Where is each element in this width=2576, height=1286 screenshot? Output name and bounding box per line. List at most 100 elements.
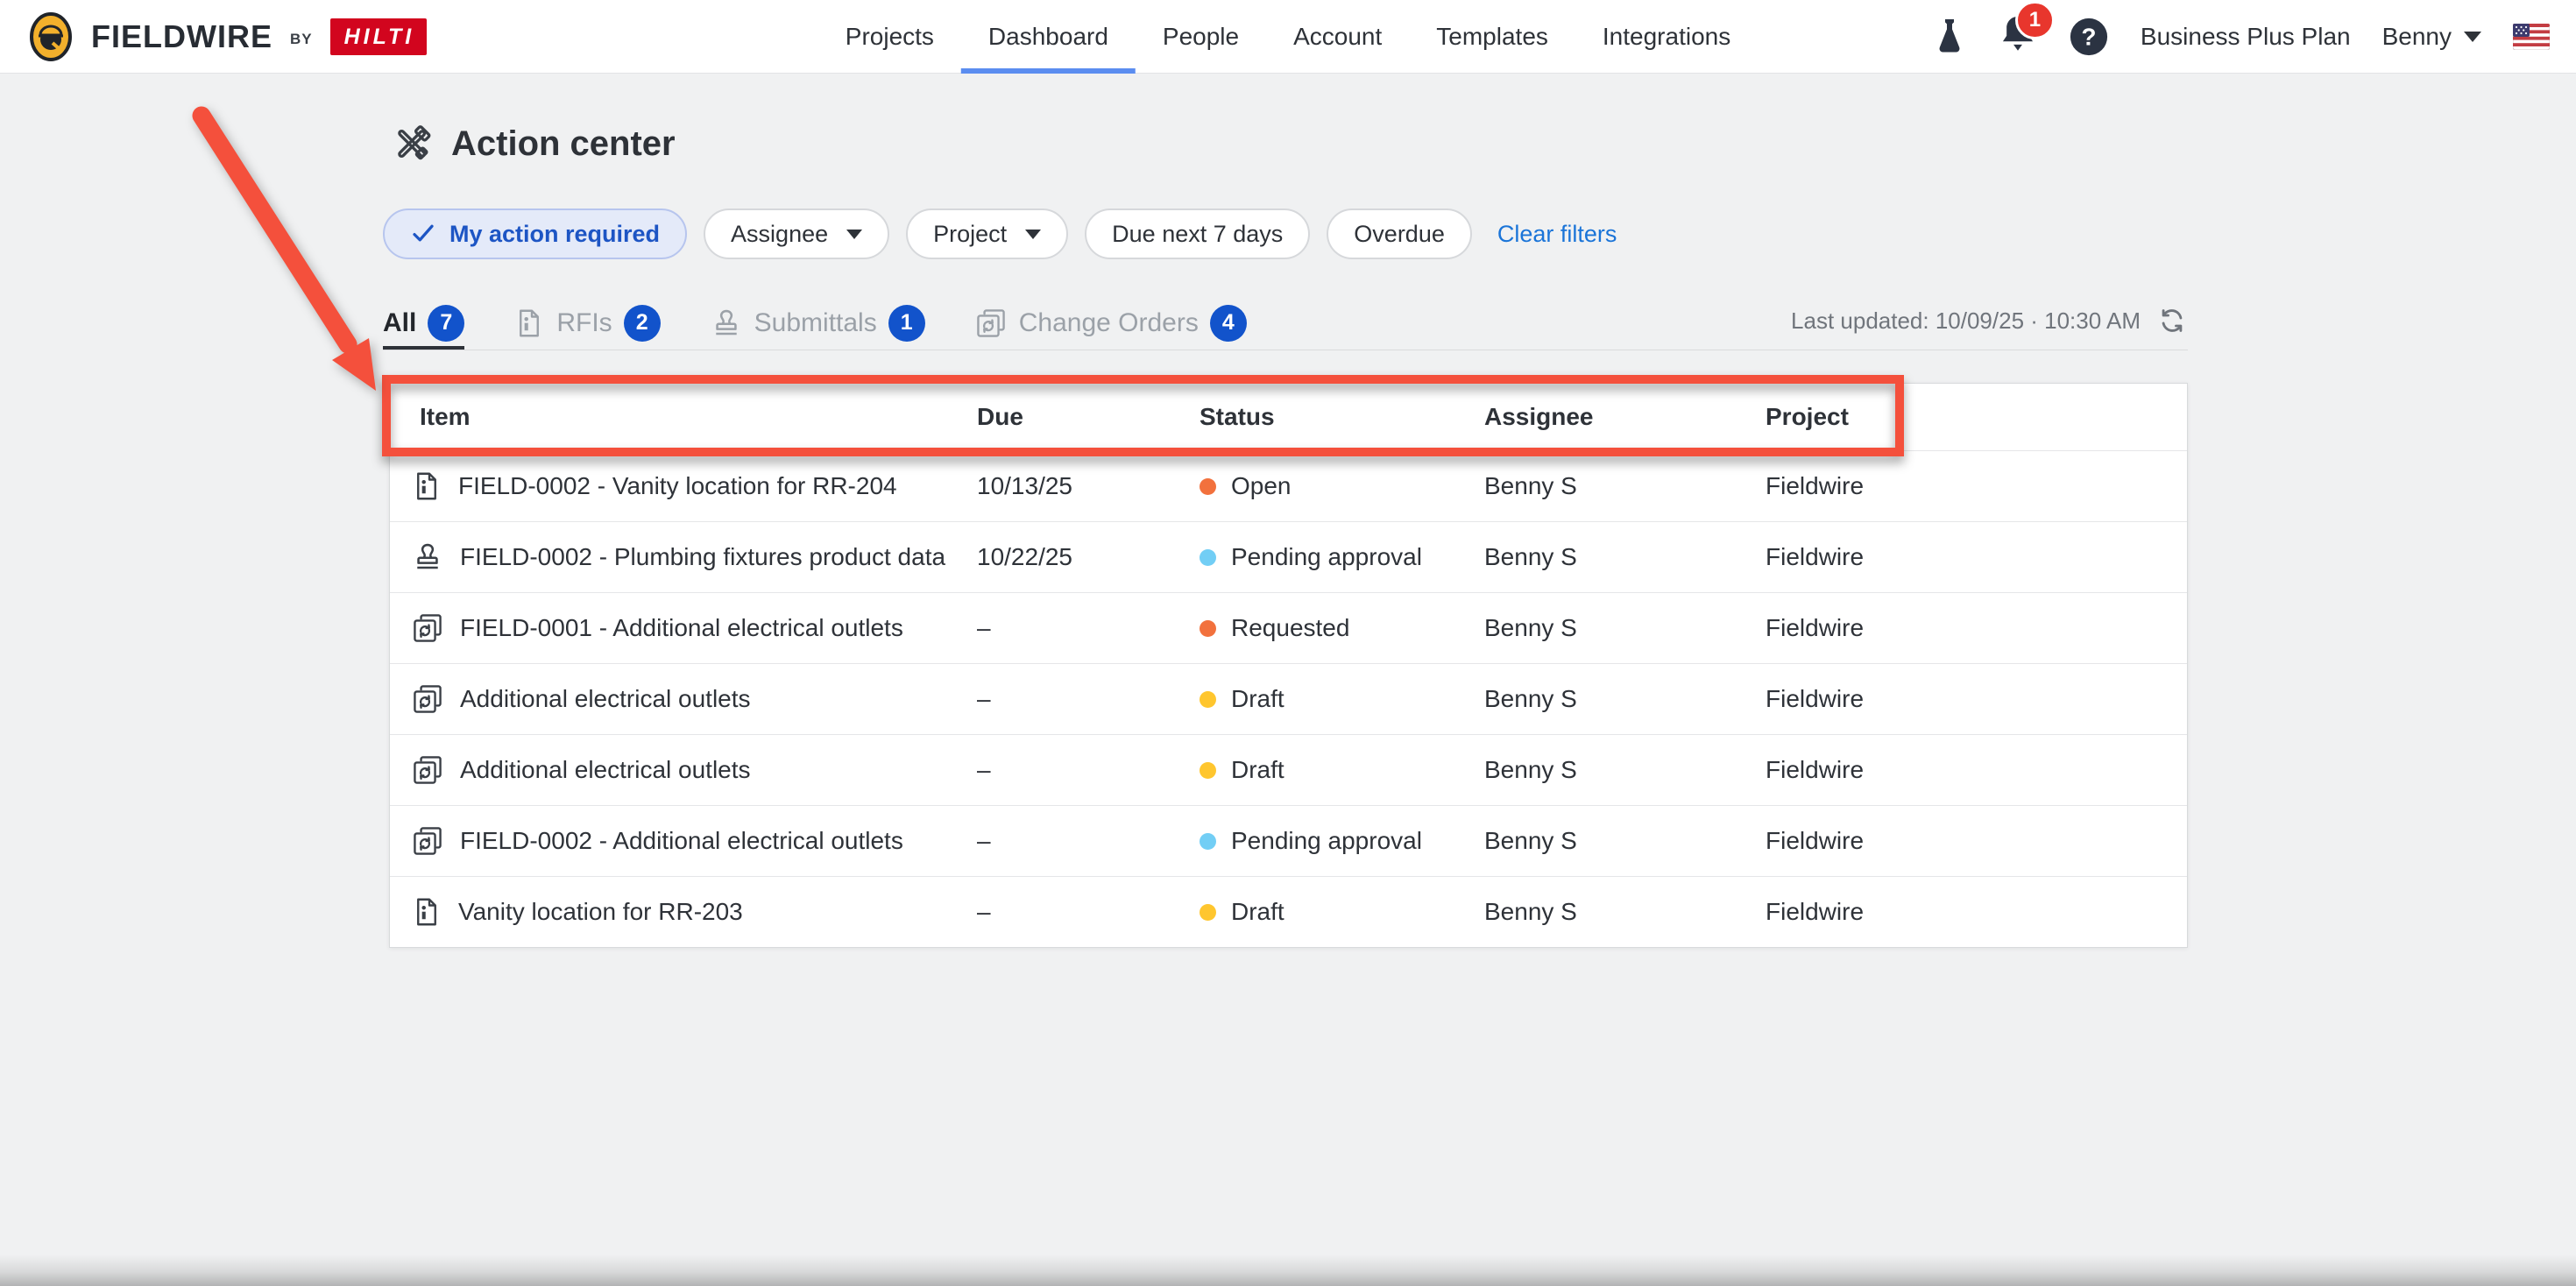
status-label: Draft [1231,756,1284,783]
nav-item-label: Projects [845,23,934,50]
tab-rfis[interactable]: RFIs 2 [513,300,661,350]
item-title: FIELD-0002 - Additional electrical outle… [460,827,903,854]
notification-count-badge: 1 [2014,1,2055,39]
change-order-icon [411,753,444,787]
item-title: Vanity location for RR-203 [458,898,743,925]
action-items-table: Item Due Status Assignee Project FIELD-0… [389,383,2188,948]
table-row[interactable]: FIELD-0002 - Vanity location for RR-204 … [390,450,2187,521]
rfi-document-icon [411,895,442,929]
user-menu[interactable]: Benny [2382,23,2481,51]
tabs-row: All 7 RFIs 2 Submittals 1 Change Orders … [383,300,2188,350]
nav-item-dashboard[interactable]: Dashboard [960,0,1136,74]
column-header-project: Project [1766,403,1849,430]
status-dot [1200,832,1216,850]
filter-chip-project[interactable]: Project [906,208,1069,259]
refresh-icon[interactable] [2156,305,2188,336]
filter-chip-label: Project [933,220,1008,247]
column-header-assignee: Assignee [1484,403,1594,430]
plan-label: Business Plus Plan [2140,22,2351,50]
due-date: – [977,614,991,641]
filter-chip-overdue[interactable]: Overdue [1327,208,1472,259]
notifications-button[interactable]: 1 [1999,1,2055,60]
filter-chip-label: Overdue [1354,220,1445,247]
stamp-icon [411,541,444,574]
table-row[interactable]: FIELD-0002 - Plumbing fixtures product d… [390,521,2187,592]
nav-item-templates[interactable]: Templates [1409,0,1575,74]
change-order-icon [411,824,444,858]
project: Fieldwire [1766,756,1865,783]
nav-item-projects[interactable]: Projects [818,0,961,74]
chevron-down-icon [1025,229,1042,239]
help-icon[interactable]: ? [2069,17,2109,57]
due-date: – [977,685,991,712]
status-label: Requested [1231,614,1350,641]
status-label: Draft [1231,898,1284,925]
tab-change-orders[interactable]: Change Orders 4 [974,300,1247,350]
filter-chips-row: My action required Assignee Project Due … [383,208,1617,259]
item-title: FIELD-0001 - Additional electrical outle… [460,614,903,641]
due-date: – [977,898,991,925]
tab-all[interactable]: All 7 [383,300,465,350]
project: Fieldwire [1766,543,1865,570]
assignee: Benny S [1484,827,1577,854]
user-name: Benny [2381,22,2452,50]
clear-filters-link[interactable]: Clear filters [1497,220,1617,247]
assignee: Benny S [1484,685,1577,712]
table-header-row: Item Due Status Assignee Project [390,384,2187,450]
last-updated: Last updated: 10/09/25 · 10:30 AM [1791,300,2188,350]
table-row[interactable]: FIELD-0001 - Additional electrical outle… [390,592,2187,663]
filter-chip-assignee[interactable]: Assignee [704,208,890,259]
project: Fieldwire [1766,472,1865,499]
tab-count-badge: 2 [623,304,661,342]
brand-by-label: BY [289,30,313,47]
us-flag-icon[interactable] [2513,23,2550,50]
rfi-document-icon [411,470,442,503]
table-row[interactable]: Vanity location for RR-203 – Draft Benny… [390,876,2187,947]
tab-count-badge: 4 [1209,304,1247,342]
nav-item-label: Account [1293,23,1383,50]
item-title: Additional electrical outlets [460,685,751,712]
brand-name: FIELDWIRE [91,18,272,54]
due-date: 10/13/25 [977,472,1072,499]
filter-chip-label: Assignee [731,220,829,247]
fieldwire-brand[interactable]: FIELDWIRE BY HILTI [26,11,428,62]
status-dot [1200,477,1216,495]
due-date: 10/22/25 [977,543,1072,570]
change-order-icon [411,682,444,716]
stamp-icon [710,307,743,340]
filter-chip-my-action-required[interactable]: My action required [383,208,688,259]
project: Fieldwire [1766,614,1865,641]
nav-item-people[interactable]: People [1136,0,1266,74]
filter-chip-label: My action required [449,220,661,247]
chevron-down-icon [2464,31,2481,42]
top-right-controls: 1 ? Business Plus Plan Benny [1932,1,2550,60]
assignee: Benny S [1484,472,1577,499]
assignee: Benny S [1484,898,1577,925]
table-row[interactable]: FIELD-0002 - Additional electrical outle… [390,805,2187,876]
status-label: Pending approval [1231,543,1422,570]
column-header-due: Due [977,403,1023,430]
tab-submittals[interactable]: Submittals 1 [710,300,925,350]
tab-count-badge: 7 [428,304,465,342]
item-title: FIELD-0002 - Plumbing fixtures product d… [460,543,946,570]
last-updated-text: Last updated: 10/09/25 · 10:30 AM [1791,307,2141,334]
arrow-annotation [192,106,376,391]
tab-label: Change Orders [1018,307,1199,337]
status-dot [1200,548,1216,566]
nav-item-integrations[interactable]: Integrations [1575,0,1758,74]
due-date: – [977,827,991,854]
assignee: Benny S [1484,614,1577,641]
filter-chip-label: Due next 7 days [1112,220,1284,247]
item-title: Additional electrical outlets [460,756,751,783]
filter-chip-due-next-7-days[interactable]: Due next 7 days [1085,208,1311,259]
tab-label: Submittals [754,307,877,337]
lab-flask-icon[interactable] [1932,16,1967,58]
table-row[interactable]: Additional electrical outlets – Draft Be… [390,663,2187,734]
due-date: – [977,756,991,783]
nav-item-label: Templates [1436,23,1548,50]
nav-item-label: People [1162,23,1240,50]
assignee: Benny S [1484,543,1577,570]
nav-item-account[interactable]: Account [1266,0,1409,74]
svg-text:?: ? [2081,23,2096,50]
table-row[interactable]: Additional electrical outlets – Draft Be… [390,734,2187,805]
